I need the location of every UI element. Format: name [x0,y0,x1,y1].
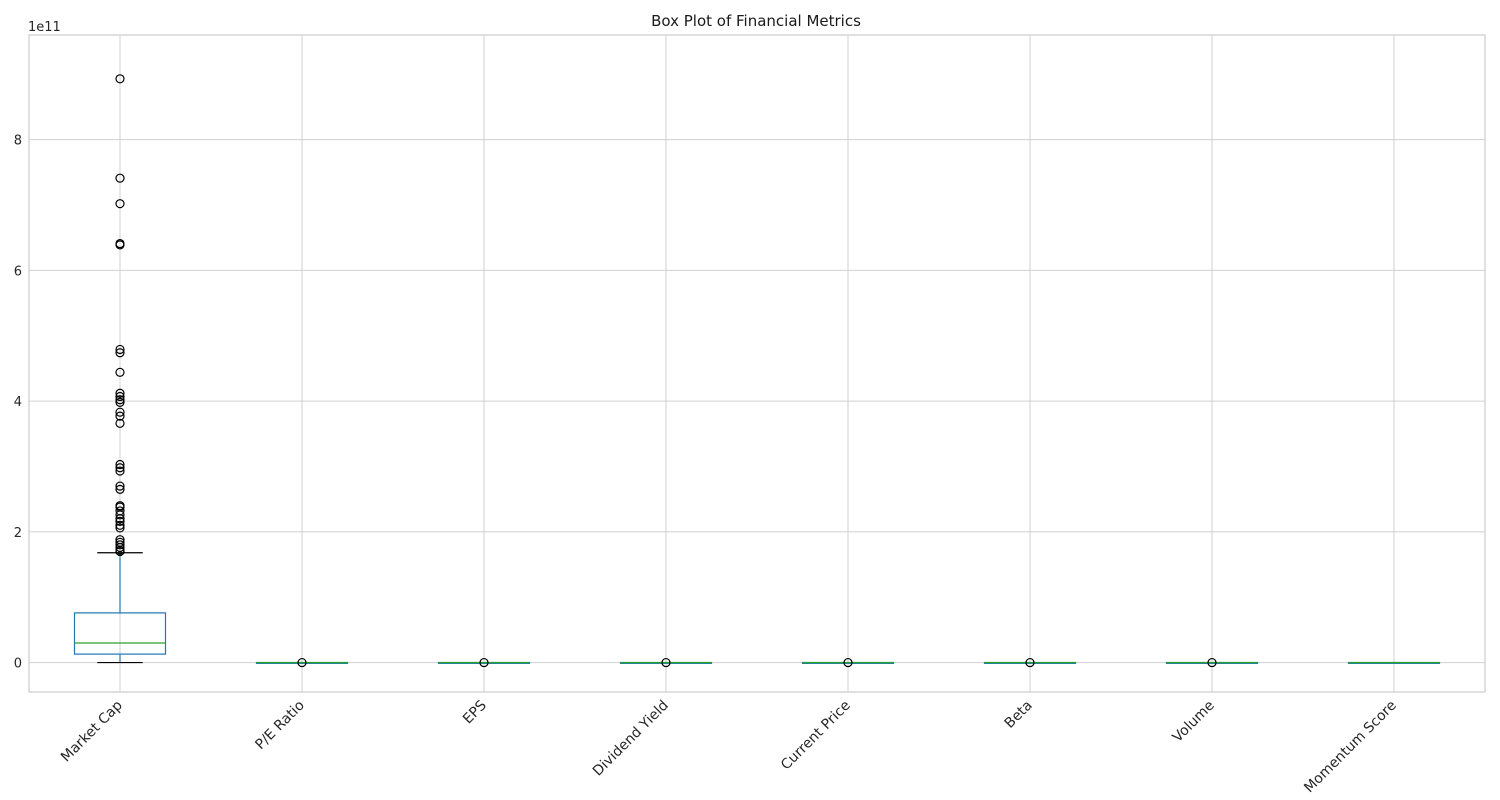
flier-point [115,344,125,355]
flier-point [479,657,489,668]
y-tick-label: 6 [14,264,22,279]
flier-point [115,388,125,398]
y-axis-offset-label: 1e11 [28,20,61,35]
y-tick-label: 4 [14,395,22,410]
flier-point [115,367,125,377]
flier-point [115,459,125,470]
flier-point [115,466,125,476]
y-tick-label: 2 [14,526,22,541]
flier-point [115,391,125,402]
flier-point [1025,657,1035,668]
flier-point [661,657,671,668]
flier-point [115,506,125,516]
flier-point [115,535,125,545]
flier-point [115,523,125,533]
y-tick-label: 0 [14,657,22,672]
flier-point [115,418,125,428]
flier-point [115,173,125,183]
flier-point [115,238,125,249]
flier-point [115,516,125,526]
flier-point [843,657,853,668]
flier-point [115,199,125,209]
flier-point [115,484,125,494]
flier-point [115,397,125,407]
flier-point [1207,657,1217,668]
flier-point [115,501,125,511]
flier-point [115,407,125,417]
flier-point [115,540,125,550]
box-iqr [73,612,167,655]
y-tick-label: 8 [14,134,22,149]
chart-title: Box Plot of Financial Metrics [651,12,861,30]
flier-point [115,520,125,530]
flier-point [115,411,125,421]
flier-point [115,74,125,84]
flier-point [115,463,125,473]
flier-point [115,481,125,491]
axes-frame [28,34,1486,693]
flier-point [115,348,125,358]
flier-point [115,395,125,405]
flier-point [297,657,307,668]
flier-point [115,537,125,547]
